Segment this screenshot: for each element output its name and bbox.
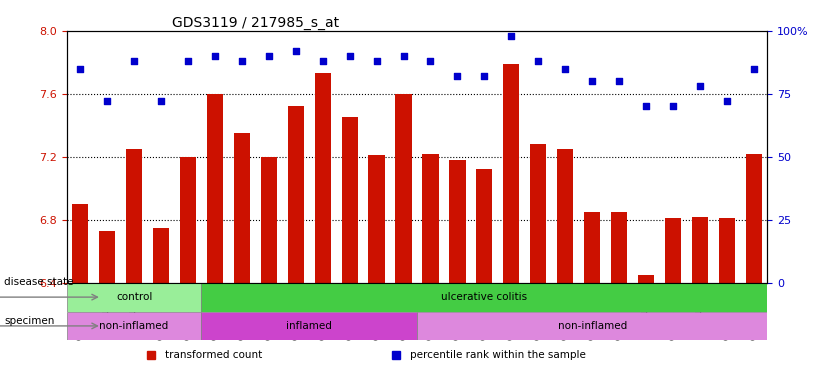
Point xyxy=(181,58,194,64)
Bar xyxy=(450,160,465,283)
FancyBboxPatch shape xyxy=(417,311,767,340)
Bar xyxy=(72,204,88,283)
FancyBboxPatch shape xyxy=(67,311,202,340)
Bar xyxy=(234,133,250,283)
Point xyxy=(100,98,113,104)
Text: GDS3119 / 217985_s_at: GDS3119 / 217985_s_at xyxy=(172,16,339,30)
Point xyxy=(505,33,518,39)
Bar xyxy=(692,217,708,283)
Bar xyxy=(99,231,115,283)
Point xyxy=(640,103,653,109)
Point xyxy=(721,98,734,104)
Point xyxy=(693,83,706,89)
Text: specimen: specimen xyxy=(4,316,54,326)
FancyBboxPatch shape xyxy=(67,283,202,311)
Point xyxy=(154,98,168,104)
Point xyxy=(289,48,303,54)
Point xyxy=(666,103,680,109)
Text: ulcerative colitis: ulcerative colitis xyxy=(441,292,527,302)
Point xyxy=(128,58,141,64)
Bar xyxy=(288,106,304,283)
Text: percentile rank within the sample: percentile rank within the sample xyxy=(410,350,585,360)
Bar xyxy=(314,73,331,283)
Text: control: control xyxy=(116,292,153,302)
Bar xyxy=(503,64,520,283)
Bar xyxy=(638,275,654,283)
Point xyxy=(316,58,329,64)
Bar xyxy=(665,218,681,283)
FancyBboxPatch shape xyxy=(202,283,767,311)
Bar xyxy=(395,94,412,283)
Bar xyxy=(611,212,627,283)
Bar xyxy=(557,149,573,283)
FancyBboxPatch shape xyxy=(202,311,417,340)
Point xyxy=(478,73,491,79)
Bar xyxy=(746,154,762,283)
Bar xyxy=(530,144,546,283)
Point xyxy=(747,65,761,71)
Bar xyxy=(369,155,384,283)
Bar xyxy=(261,157,277,283)
Point xyxy=(397,53,410,59)
Point xyxy=(424,58,437,64)
Bar xyxy=(126,149,142,283)
Point xyxy=(262,53,275,59)
Point xyxy=(235,58,249,64)
Bar xyxy=(153,228,169,283)
Text: transformed count: transformed count xyxy=(165,350,262,360)
Bar xyxy=(719,218,735,283)
Point xyxy=(370,58,384,64)
Point xyxy=(450,73,464,79)
Text: disease state: disease state xyxy=(4,277,73,287)
Text: non-inflamed: non-inflamed xyxy=(557,321,627,331)
Point xyxy=(531,58,545,64)
Text: inflamed: inflamed xyxy=(286,321,332,331)
Bar xyxy=(180,157,196,283)
Point xyxy=(612,78,626,84)
Bar xyxy=(422,154,439,283)
Bar xyxy=(207,94,223,283)
Bar xyxy=(342,118,358,283)
Bar xyxy=(584,212,600,283)
Bar xyxy=(476,169,492,283)
Point xyxy=(585,78,599,84)
Point xyxy=(73,65,87,71)
Point xyxy=(343,53,356,59)
Point xyxy=(208,53,222,59)
Text: non-inflamed: non-inflamed xyxy=(99,321,168,331)
Point xyxy=(559,65,572,71)
